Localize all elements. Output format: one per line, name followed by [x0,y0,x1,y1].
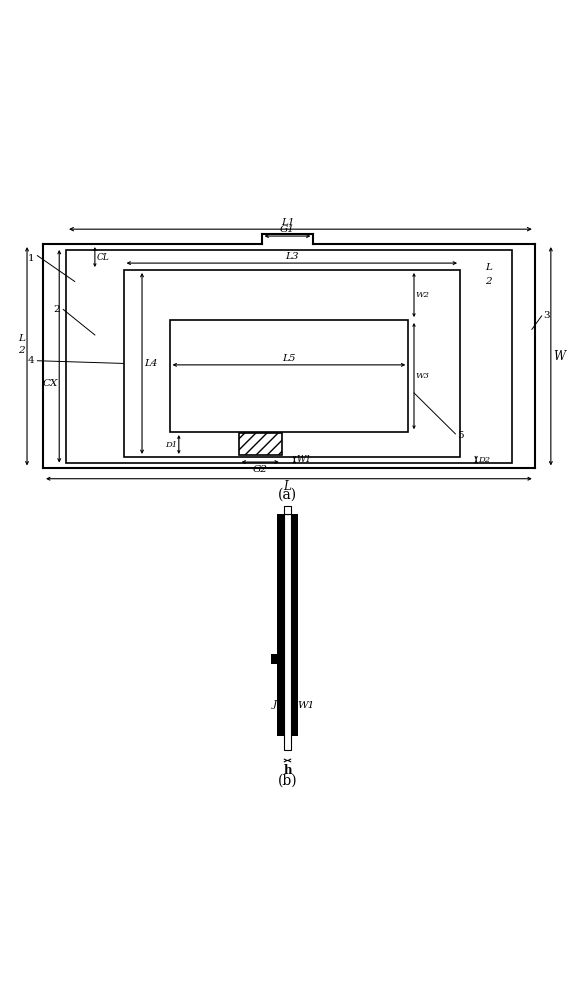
Text: D2: D2 [478,456,490,464]
Text: W1: W1 [296,455,311,464]
Text: G1: G1 [280,225,295,234]
Text: G2: G2 [253,465,267,474]
Text: L4: L4 [144,359,158,368]
Text: 3: 3 [543,311,550,320]
Text: 2: 2 [53,305,60,314]
Text: W1: W1 [297,701,315,710]
Text: L: L [283,480,292,493]
Text: (b): (b) [278,774,297,788]
Bar [66,250,512,463]
Text: L: L [18,334,25,343]
Text: L3: L3 [285,252,298,261]
Text: L1: L1 [281,218,294,227]
Bar [277,514,284,736]
Bar [271,654,277,664]
Text: L: L [485,263,492,272]
Bar [170,320,408,432]
Bar [291,514,298,736]
Text: W: W [554,350,566,363]
Text: CL: CL [97,253,109,262]
Text: W3: W3 [415,372,429,380]
Text: CX: CX [42,379,58,388]
Bar [284,506,291,514]
Bar [239,433,282,455]
Text: L5: L5 [282,354,296,363]
Text: J: J [273,700,277,709]
Text: (a): (a) [278,487,297,501]
Text: 2: 2 [485,277,492,286]
Text: W2: W2 [415,291,429,299]
Text: h: h [283,764,292,777]
Bar [284,514,291,750]
Text: 2: 2 [18,346,25,355]
Bar [124,270,460,457]
Text: 1: 1 [28,254,34,263]
Text: 4: 4 [28,356,34,365]
Text: 5: 5 [457,431,464,440]
Text: D1: D1 [166,441,178,449]
